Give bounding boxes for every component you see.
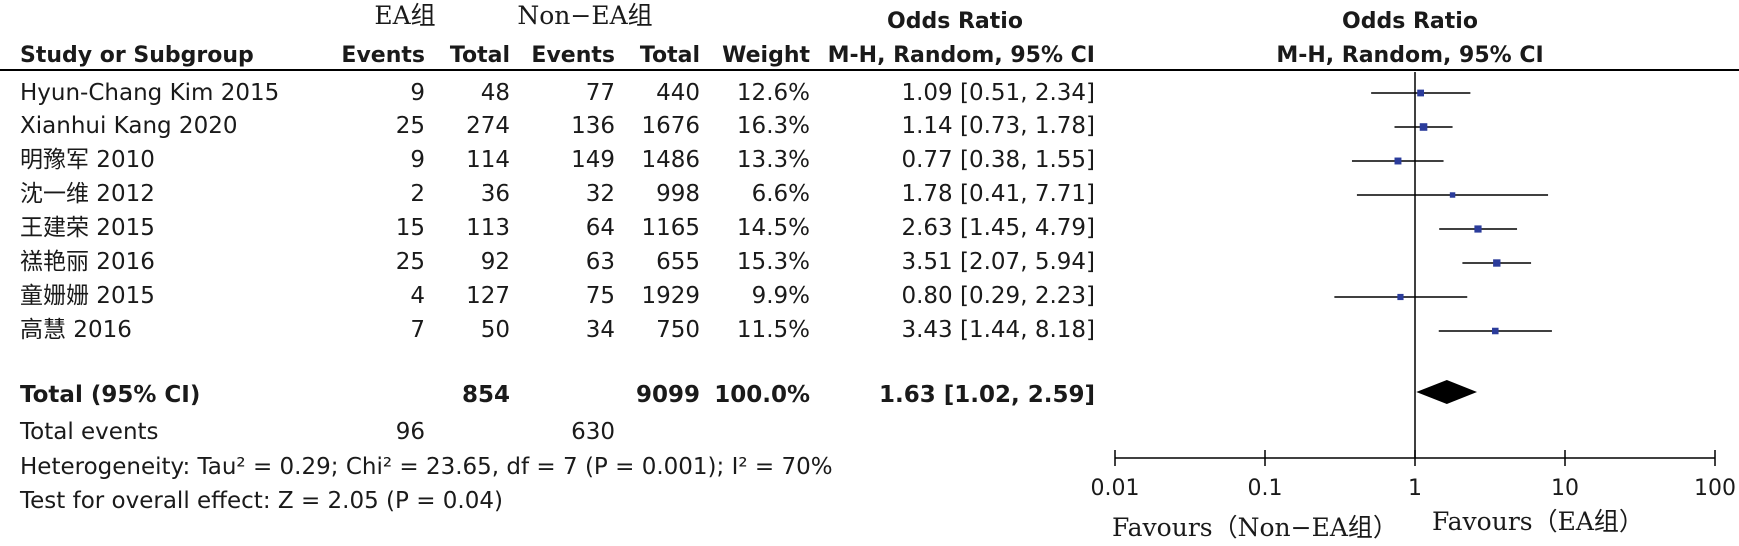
non-ea-total-sum: 9099 xyxy=(635,382,700,408)
non-ea-total: 998 xyxy=(656,181,700,207)
non-ea-total: 750 xyxy=(656,317,700,343)
forest-plot: 0.01 0.1 1 10 100 xyxy=(1091,72,1736,501)
non-ea-events-sum: 630 xyxy=(571,419,615,445)
favours-left-label: Favours（Non−EA组） xyxy=(1112,513,1398,542)
study-point xyxy=(1474,225,1482,233)
pooled-diamond xyxy=(1416,380,1477,404)
non-ea-events: 149 xyxy=(571,147,615,173)
weight-header: Weight xyxy=(722,43,810,68)
non-ea-events: 63 xyxy=(585,249,615,275)
non-ea-total: 1165 xyxy=(641,215,700,241)
study-name: 明豫军 2010 xyxy=(20,147,155,173)
x-tick-label: 100 xyxy=(1694,476,1736,501)
ea-events: 4 xyxy=(410,283,425,309)
non-ea-events: 75 xyxy=(585,283,615,309)
ea-events: 9 xyxy=(410,147,425,173)
ea-events-sum: 96 xyxy=(395,419,425,445)
or-ci: 0.77 [0.38, 1.55] xyxy=(901,147,1095,173)
ea-total: 36 xyxy=(480,181,510,207)
ea-total: 127 xyxy=(466,283,510,309)
ea-events: 15 xyxy=(395,215,425,241)
non-ea-events: 77 xyxy=(585,80,615,106)
ea-events-header: Events xyxy=(341,43,425,68)
pooled-or-ci: 1.63 [1.02, 2.59] xyxy=(878,382,1095,408)
ea-events: 2 xyxy=(410,181,425,207)
favours-right-label: Favours（EA组） xyxy=(1432,507,1644,536)
or-ci: 1.78 [0.41, 7.71] xyxy=(901,181,1095,207)
non-ea-total: 1929 xyxy=(641,283,700,309)
total-label: Total (95% CI) xyxy=(20,382,201,408)
total-weight: 100.0% xyxy=(714,382,810,408)
or-ci: 1.09 [0.51, 2.34] xyxy=(901,80,1095,106)
non-ea-events: 64 xyxy=(585,215,615,241)
study-name: Xianhui Kang 2020 xyxy=(20,113,238,139)
ea-total-sum: 854 xyxy=(461,382,510,408)
ea-events: 25 xyxy=(395,113,425,139)
or-ci: 3.43 [1.44, 8.18] xyxy=(901,317,1095,343)
ea-total: 113 xyxy=(466,215,510,241)
non-ea-group-header: Non−EA组 xyxy=(517,1,653,30)
weight: 6.6% xyxy=(751,181,810,207)
or-ci: 2.63 [1.45, 4.79] xyxy=(901,215,1095,241)
study-name: 高慧 2016 xyxy=(20,317,132,343)
weight: 12.6% xyxy=(736,80,810,106)
or-ci: 1.14 [0.73, 1.78] xyxy=(901,113,1095,139)
x-tick-label: 0.01 xyxy=(1091,476,1140,501)
weight: 9.9% xyxy=(751,283,810,309)
non-ea-events: 136 xyxy=(571,113,615,139)
plot-method-header: M-H, Random, 95% CI xyxy=(1276,43,1544,68)
or-ci: 3.51 [2.07, 5.94] xyxy=(901,249,1095,275)
non-ea-total: 440 xyxy=(656,80,700,106)
or-plot-title: Odds Ratio xyxy=(1342,9,1478,34)
study-point xyxy=(1449,192,1456,198)
total-events-label: Total events xyxy=(20,419,159,445)
non-ea-total: 1486 xyxy=(641,147,700,173)
study-point xyxy=(1417,89,1424,97)
study-point xyxy=(1394,157,1402,165)
ea-events: 7 xyxy=(410,317,425,343)
weight: 13.3% xyxy=(736,147,810,173)
x-tick-label: 1 xyxy=(1408,476,1422,501)
weight: 16.3% xyxy=(736,113,810,139)
study-column-header: Study or Subgroup xyxy=(20,43,254,68)
study-point xyxy=(1492,327,1499,335)
non-ea-total: 1676 xyxy=(641,113,700,139)
study-point xyxy=(1493,259,1501,267)
study-point xyxy=(1419,123,1428,131)
study-name: 童姗姗 2015 xyxy=(20,283,155,309)
x-tick-label: 0.1 xyxy=(1248,476,1283,501)
study-name: 沈一维 2012 xyxy=(20,181,155,207)
non-ea-events: 32 xyxy=(585,181,615,207)
non-ea-events: 34 xyxy=(585,317,615,343)
ea-total: 114 xyxy=(466,147,510,173)
ea-total-header: Total xyxy=(449,43,510,68)
non-ea-events-header: Events xyxy=(531,43,615,68)
study-name: 王建荣 2015 xyxy=(20,215,155,241)
header-rule xyxy=(0,69,1739,71)
or-ci: 0.80 [0.29, 2.23] xyxy=(901,283,1095,309)
weight: 15.3% xyxy=(736,249,810,275)
x-tick-label: 10 xyxy=(1551,476,1579,501)
study-point xyxy=(1397,293,1404,301)
non-ea-total: 655 xyxy=(656,249,700,275)
or-method-header: M-H, Random, 95% CI xyxy=(827,43,1095,68)
heterogeneity-text: Heterogeneity: Tau² = 0.29; Chi² = 23.65… xyxy=(20,454,833,480)
non-ea-total-header: Total xyxy=(639,43,700,68)
or-table-title: Odds Ratio xyxy=(887,9,1023,34)
study-name: Hyun-Chang Kim 2015 xyxy=(20,80,280,106)
ea-total: 274 xyxy=(466,113,510,139)
ea-total: 50 xyxy=(480,317,510,343)
ea-group-header: EA组 xyxy=(374,1,436,30)
ea-total: 48 xyxy=(480,80,510,106)
overall-effect-text: Test for overall effect: Z = 2.05 (P = 0… xyxy=(20,488,503,514)
weight: 11.5% xyxy=(736,317,810,343)
study-name: 禚艳丽 2016 xyxy=(20,249,155,275)
ea-events: 25 xyxy=(395,249,425,275)
ea-events: 9 xyxy=(410,80,425,106)
weight: 14.5% xyxy=(736,215,810,241)
ea-total: 92 xyxy=(480,249,510,275)
